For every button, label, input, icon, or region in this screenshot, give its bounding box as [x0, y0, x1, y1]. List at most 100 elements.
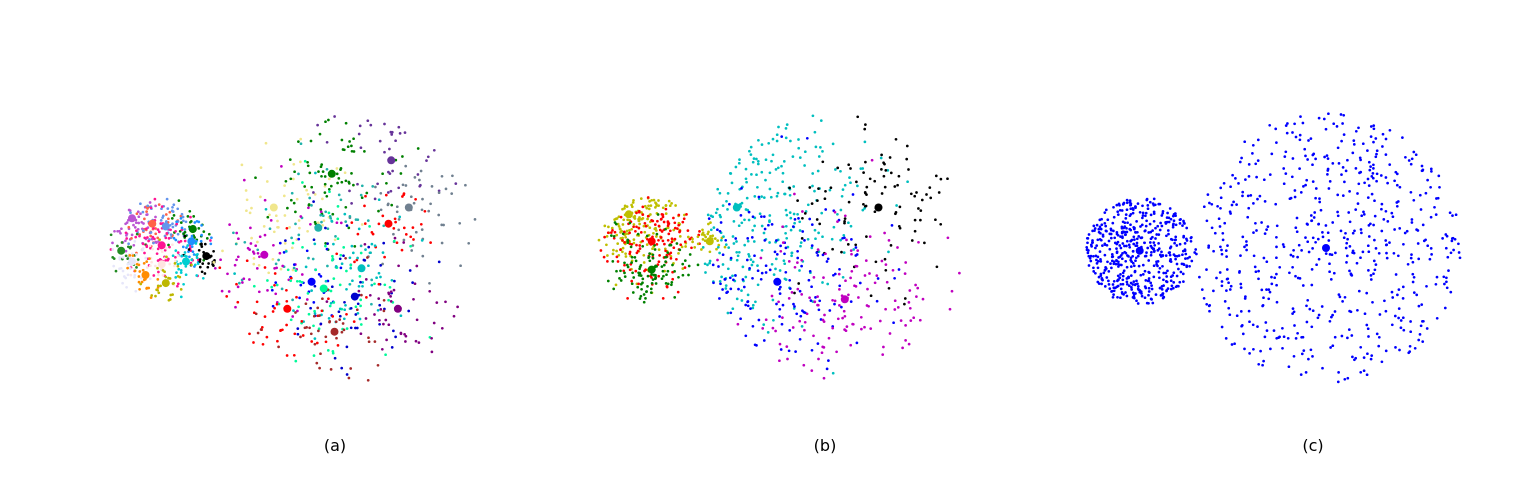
- panel-a-cluster-14-point: [344, 179, 348, 183]
- panel-c-cluster-0-point: [1115, 203, 1119, 207]
- panel-b-cluster-4-point: [751, 229, 755, 232]
- panel-a-cluster-24-point: [384, 318, 388, 322]
- panel-a-cluster-7-point: [201, 276, 205, 280]
- panel-a-cluster-25-point: [273, 283, 276, 287]
- panel-a-cluster-18-point: [308, 196, 312, 200]
- panel-a-cluster-4-point: [147, 239, 150, 243]
- panel-a-cluster-17-point: [350, 221, 354, 224]
- panel-c-cluster-1-point: [1361, 250, 1365, 254]
- panel-a-cluster-10-center: [157, 260, 166, 269]
- panel-c-cluster-1-point: [1372, 259, 1376, 263]
- panel-a-cluster-19-point: [220, 289, 224, 293]
- panel-a-cluster-16-point: [458, 221, 462, 225]
- panel-b-cluster-0-point: [642, 261, 646, 264]
- panel-c-cluster-1-point: [1229, 284, 1233, 288]
- panel-c-cluster-0-point: [1165, 234, 1168, 238]
- panel-c-cluster-0-point: [1112, 293, 1115, 296]
- panel-a-cluster-8-point: [129, 245, 133, 249]
- panel-b-cluster-6-point: [763, 227, 767, 231]
- panel-c-cluster-1-point: [1386, 220, 1390, 223]
- panel-c-cluster-0-point: [1144, 224, 1148, 228]
- panel-b-cluster-4-point: [756, 162, 760, 166]
- panel-a-cluster-25-point: [263, 266, 267, 269]
- panel-a-cluster-4-point: [189, 215, 192, 219]
- panel-c-cluster-0-point: [1120, 291, 1124, 294]
- panel-c-cluster-1-point: [1330, 253, 1334, 257]
- panel-b-cluster-4-point: [821, 281, 824, 284]
- panel-b-cluster-2-point: [648, 252, 651, 255]
- panel-a-cluster-14-point: [347, 182, 351, 185]
- panel-a-cluster-24-point: [393, 236, 397, 240]
- panel-a-cluster-0-point: [130, 233, 134, 237]
- panel-a-cluster-18-point: [297, 172, 300, 176]
- panel-a-cluster-18-point: [348, 215, 352, 218]
- panel-a-cluster-26-point: [349, 367, 353, 370]
- panel-b-cluster-7-point: [885, 280, 889, 284]
- panel-c-cluster-1-point: [1260, 288, 1264, 292]
- panel-b-cluster-1-point: [658, 228, 662, 232]
- panel-b-cluster-4-point: [724, 243, 728, 246]
- panel-b-cluster-7-point: [899, 319, 903, 322]
- panel-c-cluster-0-point: [1139, 236, 1143, 240]
- panel-c-cluster-0-point: [1116, 279, 1119, 283]
- panel-a-cluster-5-center: [187, 237, 196, 246]
- panel-a-cluster-0-point: [145, 213, 149, 216]
- panel-c-cluster-1-point: [1336, 214, 1340, 218]
- panel-c-cluster-1-point: [1317, 257, 1321, 261]
- panel-a-cluster-23-point: [309, 306, 312, 310]
- panel-b-cluster-5-point: [939, 222, 943, 226]
- panel-c-cluster-1-point: [1341, 122, 1344, 125]
- panel-a-cluster-7-point: [179, 268, 183, 272]
- panel-b-cluster-7-point: [904, 324, 907, 327]
- panel-c-cluster-0-point: [1146, 246, 1150, 250]
- panel-c-cluster-0-point: [1107, 283, 1111, 286]
- panel-a-cluster-21-point: [301, 245, 304, 249]
- panel-b-cluster-6-point: [712, 281, 715, 285]
- panel-a-cluster-14-point: [399, 172, 403, 175]
- panel-a-cluster-3-point: [192, 215, 196, 218]
- panel-b-cluster-1-point: [683, 266, 687, 269]
- panel-c-cluster-1-point: [1223, 300, 1227, 303]
- panel-c-cluster-1-point: [1325, 154, 1329, 157]
- panel-c-cluster-1-point: [1247, 175, 1251, 178]
- panel-c-cluster-1-point: [1416, 242, 1420, 245]
- panel-b-cluster-1-point: [666, 220, 670, 223]
- panel-c-cluster-1-point: [1373, 214, 1377, 218]
- panel-c-cluster-1-point: [1293, 189, 1297, 192]
- panel-a-cluster-23-point: [337, 310, 341, 314]
- panel-a-cluster-21-point: [289, 318, 293, 322]
- panel-b-cluster-4-point: [734, 165, 738, 169]
- panel-a-cluster-1-point: [145, 210, 148, 213]
- panel-b-cluster-4-point: [749, 145, 753, 149]
- panel-a-cluster-13-point: [279, 267, 283, 271]
- panel-c-cluster-0-point: [1104, 208, 1108, 212]
- panel-b-cluster-7-point: [813, 300, 817, 304]
- panel-b-cluster-4-point: [769, 195, 773, 199]
- panel-a-cluster-26-point: [335, 336, 338, 340]
- panel-a-cluster-6-point: [198, 260, 202, 263]
- panel-a-cluster-11-point: [138, 270, 142, 273]
- panel-a-cluster-24-point: [413, 282, 417, 286]
- panel-c-cluster-1-point: [1240, 324, 1243, 328]
- panel-b-cluster-4-point: [841, 275, 845, 279]
- panel-a-cluster-2-point: [166, 207, 170, 210]
- panel-b-cluster-7-point: [918, 318, 922, 322]
- panel-a-cluster-26-point: [342, 328, 346, 332]
- panel-b-cluster-5-point: [929, 196, 933, 200]
- panel-c-cluster-1-point: [1222, 181, 1226, 185]
- panel-a-cluster-12-center: [161, 279, 170, 288]
- panel-a-cluster-22-center: [357, 264, 366, 273]
- panel-b-cluster-4-point: [741, 265, 745, 269]
- panel-b-cluster-0-point: [642, 253, 646, 257]
- panel-c-cluster-1-point: [1434, 213, 1438, 216]
- panel-a-cluster-7-point: [176, 262, 180, 266]
- panel-a-cluster-7-point: [182, 282, 185, 286]
- panel-b-cluster-3-point: [696, 235, 700, 239]
- panel-b-cluster-2-point: [670, 283, 673, 287]
- panel-a-cluster-13-point: [282, 194, 286, 198]
- panel-a-cluster-26-point: [324, 335, 328, 339]
- panel-c-cluster-0-point: [1150, 287, 1154, 291]
- panel-a-cluster-16-point: [428, 281, 431, 285]
- panel-a-cluster-24-point: [364, 317, 368, 320]
- panel-b-cluster-6-point: [778, 315, 781, 318]
